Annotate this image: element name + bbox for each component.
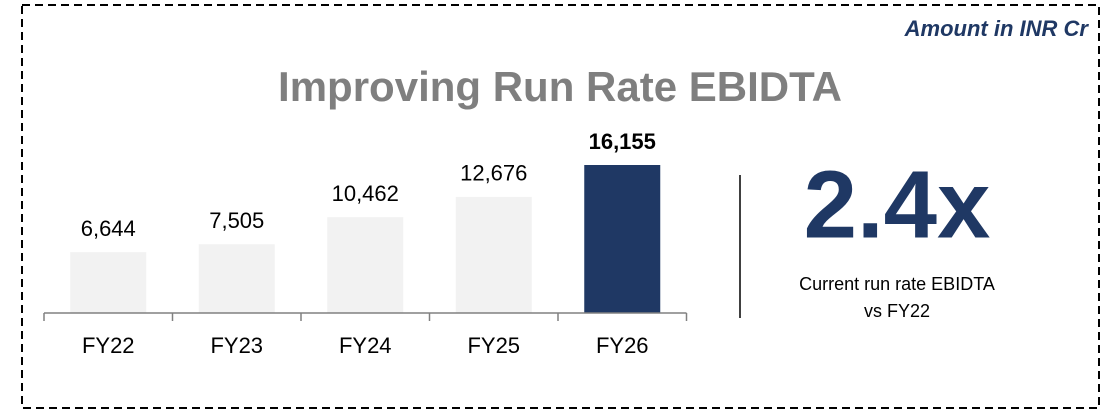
callout-text: Current run rate EBIDTA bbox=[799, 274, 995, 294]
x-tick-label: FY25 bbox=[467, 333, 520, 358]
value-label: 7,505 bbox=[209, 208, 264, 233]
value-label: 6,644 bbox=[81, 216, 136, 241]
bar bbox=[455, 196, 532, 313]
x-tick-label: FY24 bbox=[339, 333, 392, 358]
chart-title: Improving Run Rate EBIDTA bbox=[278, 63, 842, 110]
frame bbox=[21, 4, 1100, 409]
x-tick-label: FY26 bbox=[596, 333, 649, 358]
subtitle: Amount in INR Cr bbox=[904, 16, 1090, 41]
callout-value: 2.4x bbox=[804, 151, 991, 258]
callout-text: vs FY22 bbox=[864, 301, 930, 321]
value-label: 16,155 bbox=[589, 129, 656, 154]
bar bbox=[70, 252, 147, 313]
bar bbox=[327, 217, 404, 313]
bar bbox=[584, 165, 661, 313]
x-tick-label: FY22 bbox=[82, 333, 135, 358]
value-label: 10,462 bbox=[332, 181, 399, 206]
bar bbox=[198, 244, 275, 313]
value-label: 12,676 bbox=[460, 161, 527, 186]
x-tick-label: FY23 bbox=[210, 333, 263, 358]
